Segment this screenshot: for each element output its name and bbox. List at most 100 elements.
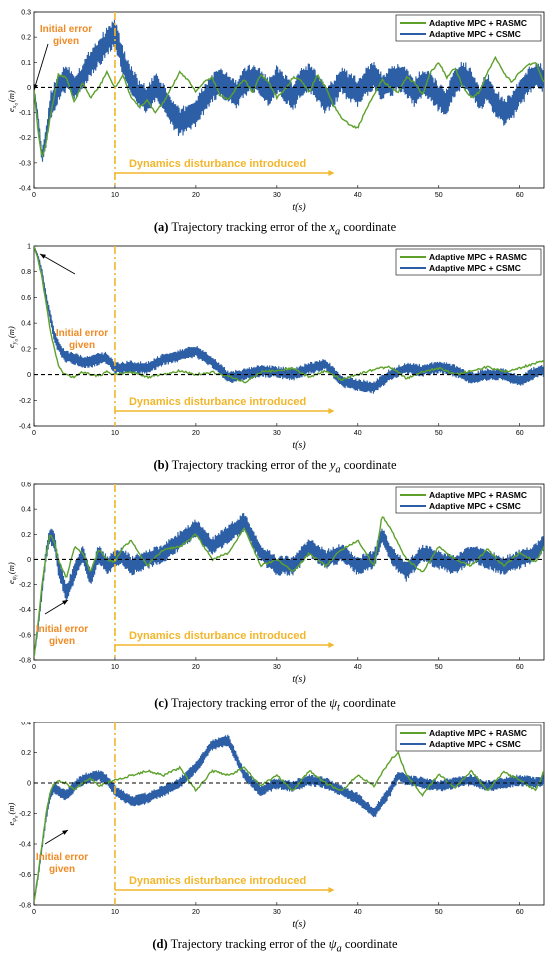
figure-caption-c: (c) Trajectory tracking error of the ψt …	[0, 696, 550, 714]
plot-frame	[33, 483, 545, 661]
initial-error-label-line2: given	[69, 340, 95, 351]
y-tick-label: 0	[27, 85, 31, 92]
caption-text-end: coordinate	[339, 696, 396, 710]
chart-svg-c: 0 10 20 30 40 50 60 -0.8 -0.6 -0.4 -0.2 0 0.2 0.4 0.6 t…	[6, 482, 545, 685]
caption-symbol: ψ	[329, 696, 337, 710]
legend-box	[395, 486, 542, 514]
y-axis-label-base: e	[6, 344, 16, 348]
x-tick-label: 50	[435, 664, 443, 671]
legend-label-csmc: Adaptive MPC + CSMC	[429, 501, 521, 511]
plot-frame	[33, 11, 545, 189]
series-rasmc-line	[34, 750, 544, 902]
series-csmc-line	[34, 246, 544, 394]
caption-subscript: a	[335, 464, 341, 476]
legend-label-csmc: Adaptive MPC + CSMC	[429, 29, 521, 39]
series-rasmc-line	[34, 246, 544, 384]
disturbance-arrow-head	[328, 170, 335, 176]
y-axis-label-unit: (m)	[6, 90, 16, 102]
y-tick-label: 0.6	[21, 482, 31, 489]
caption-subscript: a	[335, 226, 341, 238]
caption-text-end: coordinate	[341, 937, 398, 951]
y-tick-label: 0.2	[21, 532, 31, 539]
y-tick-label: -0.4	[19, 424, 31, 431]
legend-box	[395, 724, 542, 752]
x-tick-label: 60	[516, 909, 524, 916]
y-axis-label-unit: (m)	[6, 326, 16, 338]
plot-area	[34, 19, 544, 162]
initial-error-arrow	[39, 253, 76, 275]
chart-panel-b: 0 10 20 30 40 50 60 -0.4 -0.2 0 0.2 0.4 0.6 0.8 1 t(s) e…	[0, 240, 550, 478]
y-axis-label: eψa(m)	[6, 803, 20, 826]
chart-svg-a: 0 10 20 30 40 50 60 -0.4 -0.3 -0.2 -0.1 0 0.1 0.2 0.3 t…	[6, 10, 545, 213]
y-tick-label: -0.4	[19, 607, 31, 614]
y-axis-label-base: e	[6, 822, 16, 826]
y-axis-label: eψt(m)	[6, 562, 20, 584]
x-tick-label: 60	[516, 192, 524, 199]
series-rasmc-line	[34, 516, 544, 658]
y-tick-label: 0.3	[21, 10, 31, 17]
figure-caption-a: (a) Trajectory tracking error of the xa …	[0, 220, 550, 238]
x-tick-label: 60	[516, 430, 524, 437]
x-tick-label: 50	[435, 192, 443, 199]
y-tick-label: -0.2	[19, 811, 31, 818]
y-axis-label-subsub: a	[15, 339, 20, 342]
x-tick-label: 60	[516, 664, 524, 671]
y-tick-label: 0	[27, 557, 31, 564]
x-tick-label: 10	[111, 430, 119, 437]
initial-error-arrow-head	[62, 830, 68, 835]
x-tick-label: 30	[273, 192, 281, 199]
caption-text-end: coordinate	[340, 220, 397, 234]
x-tick-label: 10	[111, 909, 119, 916]
x-tick-label: 10	[111, 664, 119, 671]
caption-text: Trajectory tracking error of the	[168, 220, 330, 234]
y-tick-label: -0.1	[19, 110, 31, 117]
y-axis-label-unit: (m)	[6, 803, 16, 815]
caption-tag: (c)	[154, 696, 169, 710]
initial-error-arrow-head	[33, 84, 38, 90]
caption-text: Trajectory tracking error of the	[167, 937, 329, 951]
y-tick-label: 1	[27, 244, 31, 251]
y-tick-label: 0.4	[21, 722, 31, 727]
legend-label-rasmc: Adaptive MPC + RASMC	[429, 252, 527, 262]
initial-error-label-line1: Initial error	[56, 328, 108, 339]
caption-text: Trajectory tracking error of the	[168, 696, 330, 710]
y-axis-label-subsub: t	[15, 574, 20, 576]
y-tick-label: -0.4	[19, 842, 31, 849]
initial-error-label-line2: given	[53, 36, 79, 47]
x-tick-label: 40	[354, 909, 362, 916]
figure-caption-b: (b) Trajectory tracking error of the ya …	[0, 458, 550, 476]
disturbance-arrow-head	[328, 642, 335, 648]
x-tick-label: 40	[354, 664, 362, 671]
disturbance-arrow-head	[328, 408, 335, 414]
y-tick-label: 0.2	[21, 750, 31, 757]
chart-panel-a: 0 10 20 30 40 50 60 -0.4 -0.3 -0.2 -0.1 0 0.1 0.2 0.3 t…	[0, 0, 550, 240]
x-tick-label: 30	[273, 909, 281, 916]
legend-label-csmc: Adaptive MPC + CSMC	[429, 263, 521, 273]
initial-error-label-line1: Initial error	[40, 24, 92, 35]
y-tick-label: -0.4	[19, 186, 31, 193]
x-tick-label: 40	[354, 430, 362, 437]
caption-symbol: ψ	[328, 937, 337, 951]
y-axis-label: exa(m)	[6, 90, 20, 112]
disturbance-label: Dynamics disturbance introduced	[129, 396, 306, 408]
chart-panel-d: 0 10 20 30 40 50 60 -0.8 -0.6 -0.4 -0.2 0 0.2 0.4 t(s)…	[0, 722, 550, 957]
caption-symbol: y	[329, 458, 336, 472]
x-axis-label: t(s)	[292, 202, 306, 213]
initial-error-label-line2: given	[49, 636, 75, 647]
caption-text-end: coordinate	[340, 458, 397, 472]
caption-subscript: a	[336, 943, 342, 955]
y-axis-label-base: e	[6, 108, 16, 112]
initial-error-arrow-head	[40, 254, 46, 259]
y-tick-label: 0.4	[21, 321, 31, 328]
y-tick-label: 0	[27, 372, 31, 379]
y-axis-label: eya(m)	[6, 326, 20, 348]
legend-label-rasmc: Adaptive MPC + RASMC	[429, 728, 527, 738]
y-tick-label: -0.2	[19, 398, 31, 405]
y-tick-label: 0.6	[21, 295, 31, 302]
y-tick-label: 0.2	[21, 35, 31, 42]
disturbance-label: Dynamics disturbance introduced	[129, 875, 306, 887]
caption-tag: (a)	[153, 220, 169, 234]
y-tick-label: -0.6	[19, 872, 31, 879]
legend-label-rasmc: Adaptive MPC + RASMC	[429, 490, 527, 500]
initial-error-label-line2: given	[49, 864, 75, 875]
